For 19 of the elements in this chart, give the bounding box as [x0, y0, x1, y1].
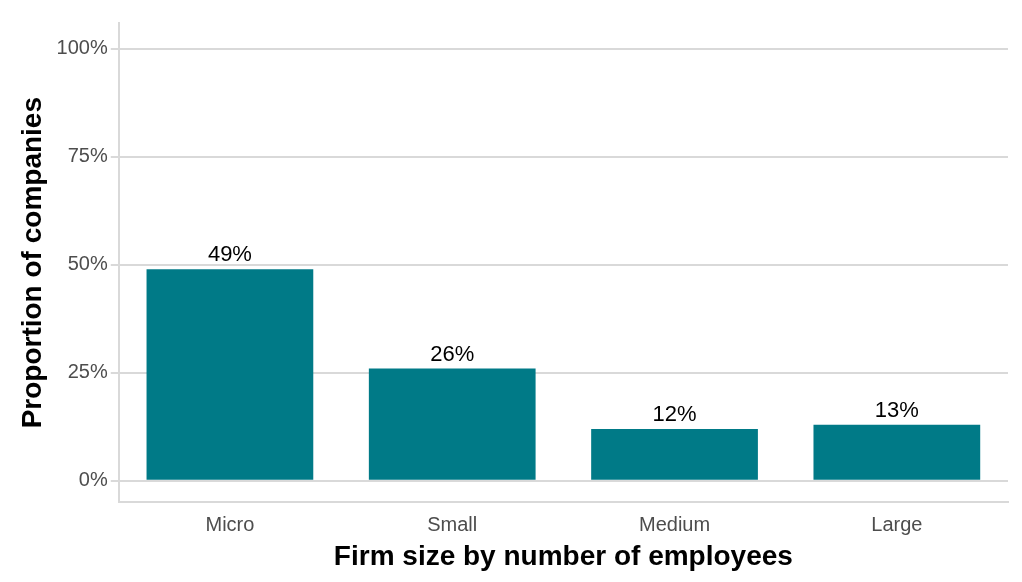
x-tick-label: Small — [427, 512, 478, 535]
y-axis-title: Proportion of companies — [15, 97, 47, 429]
y-tick-label: 75% — [67, 144, 108, 167]
y-tick-label: 0% — [78, 468, 108, 491]
bar — [368, 368, 536, 480]
data-label: 13% — [874, 396, 919, 422]
data-label: 49% — [207, 241, 252, 267]
bar — [591, 428, 758, 480]
data-label: 12% — [652, 401, 697, 427]
y-tick-label: 25% — [67, 360, 108, 383]
y-tick-label: 100% — [56, 36, 108, 59]
bar — [813, 424, 981, 480]
y-tick-label: 50% — [67, 252, 108, 275]
x-tick-label: Micro — [205, 512, 255, 535]
data-label: 26% — [430, 340, 475, 366]
bar — [146, 269, 314, 480]
x-tick-label: Medium — [638, 512, 711, 535]
x-axis-title: Firm size by number of employees — [333, 539, 793, 571]
x-tick-label: Large — [871, 512, 923, 535]
